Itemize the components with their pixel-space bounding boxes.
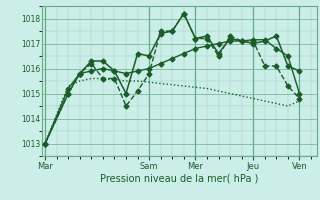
X-axis label: Pression niveau de la mer( hPa ): Pression niveau de la mer( hPa ) — [100, 173, 258, 183]
